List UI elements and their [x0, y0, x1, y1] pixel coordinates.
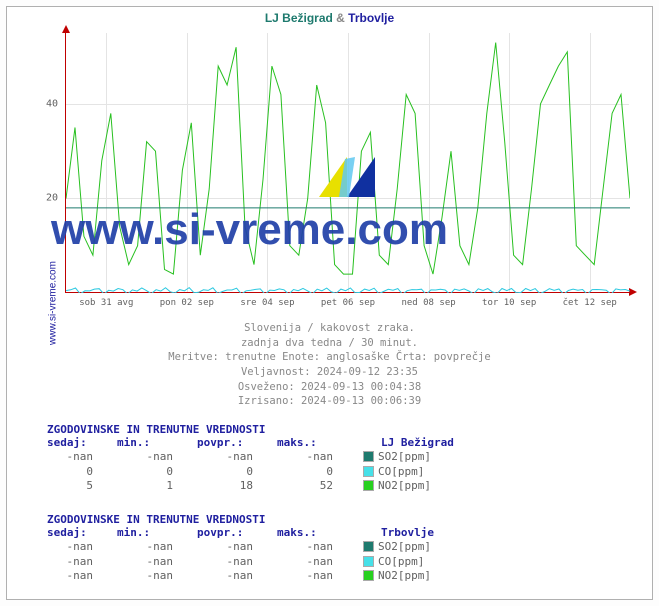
series-line — [66, 43, 630, 275]
table-cell: -nan — [277, 450, 357, 464]
table-cell: -nan — [197, 450, 277, 464]
y-tick-label: 20 — [46, 193, 58, 204]
table-cell: -nan — [47, 450, 117, 464]
series-line — [66, 288, 630, 293]
table-cell: -nan — [277, 540, 357, 554]
table-cell: -nan — [197, 540, 277, 554]
chart-plot-area: 2040sob 31 avgpon 02 sepsre 04 seppet 06… — [65, 33, 629, 293]
subtitle-line: Veljavnost: 2024-09-12 23:35 — [7, 365, 652, 380]
table-cell: -nan — [47, 540, 117, 554]
table-cell: 0 — [117, 465, 197, 479]
table-col-header: povpr.: — [197, 436, 277, 450]
table-cell: -nan — [117, 450, 197, 464]
legend-label: SO2[ppm] — [378, 450, 431, 463]
x-tick-label: pet 06 sep — [321, 298, 375, 308]
table-col-header: povpr.: — [197, 526, 277, 540]
table-row: -nan-nan-nan-nanSO2[ppm] — [47, 450, 454, 464]
subtitle-line: Meritve: trenutne Enote: anglosaške Črta… — [7, 350, 652, 365]
table-header-row: sedaj:min.:povpr.:maks.: LJ Bežigrad — [47, 436, 454, 450]
subtitle-line: zadnja dva tedna / 30 minut. — [7, 336, 652, 351]
legend-color-swatch — [363, 451, 374, 462]
table-cell: 5 — [47, 479, 117, 493]
title-location-1: LJ Bežigrad — [265, 11, 333, 25]
legend-color-swatch — [363, 556, 374, 567]
table-cell: 0 — [277, 465, 357, 479]
table-station-name: Trbovlje — [381, 526, 434, 539]
table-cell: -nan — [117, 540, 197, 554]
x-tick-label: sre 04 sep — [240, 298, 294, 308]
table-col-header: maks.: — [277, 526, 357, 540]
table-cell: -nan — [277, 569, 357, 583]
table-row: 511852 NO2[ppm] — [47, 479, 454, 493]
legend-color-swatch — [363, 541, 374, 552]
table-cell: 18 — [197, 479, 277, 493]
table-cell: 52 — [277, 479, 357, 493]
table-cell: -nan — [197, 569, 277, 583]
table-title: ZGODOVINSKE IN TRENUTNE VREDNOSTI — [47, 423, 454, 436]
legend-color-swatch — [363, 570, 374, 581]
legend-label: NO2[ppm] — [378, 479, 431, 492]
table-row: -nan-nan-nan-nanCO[ppm] — [47, 555, 434, 569]
title-sep: & — [333, 11, 348, 25]
chart-subtitle-block: Slovenija / kakovost zraka. zadnja dva t… — [7, 321, 652, 409]
table-row: -nan-nan-nan-nanNO2[ppm] — [47, 569, 434, 583]
yaxis-arrow-icon — [62, 25, 70, 33]
table-col-header: maks.: — [277, 436, 357, 450]
chart-title: LJ Bežigrad & Trbovlje — [7, 11, 652, 25]
table-col-header: min.: — [117, 526, 197, 540]
x-tick-label: sob 31 avg — [79, 298, 133, 308]
table-cell: -nan — [47, 555, 117, 569]
subtitle-line: Slovenija / kakovost zraka. — [7, 321, 652, 336]
chart-svg — [66, 33, 630, 293]
table-title: ZGODOVINSKE IN TRENUTNE VREDNOSTI — [47, 513, 434, 526]
legend-label: NO2[ppm] — [378, 569, 431, 582]
subtitle-line: Osveženo: 2024-09-13 00:04:38 — [7, 380, 652, 395]
x-tick-label: čet 12 sep — [563, 298, 617, 308]
table-cell: 0 — [47, 465, 117, 479]
xaxis-arrow-icon — [629, 288, 637, 296]
table-row: 0000CO[ppm] — [47, 465, 454, 479]
y-tick-label: 40 — [46, 98, 58, 109]
table-col-header: min.: — [117, 436, 197, 450]
table-row: -nan-nan-nan-nanSO2[ppm] — [47, 540, 434, 554]
table-cell: -nan — [117, 555, 197, 569]
outer-frame: www.si-vreme.com LJ Bežigrad & Trbovlje … — [6, 6, 653, 600]
table-col-header: sedaj: — [47, 436, 117, 450]
stats-table: ZGODOVINSKE IN TRENUTNE VREDNOSTIsedaj:m… — [47, 513, 434, 583]
table-cell: -nan — [117, 569, 197, 583]
x-tick-label: tor 10 sep — [482, 298, 536, 308]
legend-label: SO2[ppm] — [378, 540, 431, 553]
legend-label: CO[ppm] — [378, 465, 424, 478]
table-cell: -nan — [197, 555, 277, 569]
table-station-name: LJ Bežigrad — [381, 436, 454, 449]
table-cell: 1 — [117, 479, 197, 493]
table-cell: -nan — [277, 555, 357, 569]
x-tick-label: pon 02 sep — [160, 298, 214, 308]
table-cell: 0 — [197, 465, 277, 479]
stats-table: ZGODOVINSKE IN TRENUTNE VREDNOSTIsedaj:m… — [47, 423, 454, 493]
table-cell: -nan — [47, 569, 117, 583]
x-tick-label: ned 08 sep — [401, 298, 455, 308]
table-col-header: sedaj: — [47, 526, 117, 540]
legend-color-swatch — [363, 480, 374, 491]
legend-label: CO[ppm] — [378, 555, 424, 568]
title-location-2: Trbovlje — [348, 11, 394, 25]
table-header-row: sedaj:min.:povpr.:maks.: Trbovlje — [47, 526, 434, 540]
subtitle-line: Izrisano: 2024-09-13 00:06:39 — [7, 394, 652, 409]
legend-color-swatch — [363, 466, 374, 477]
